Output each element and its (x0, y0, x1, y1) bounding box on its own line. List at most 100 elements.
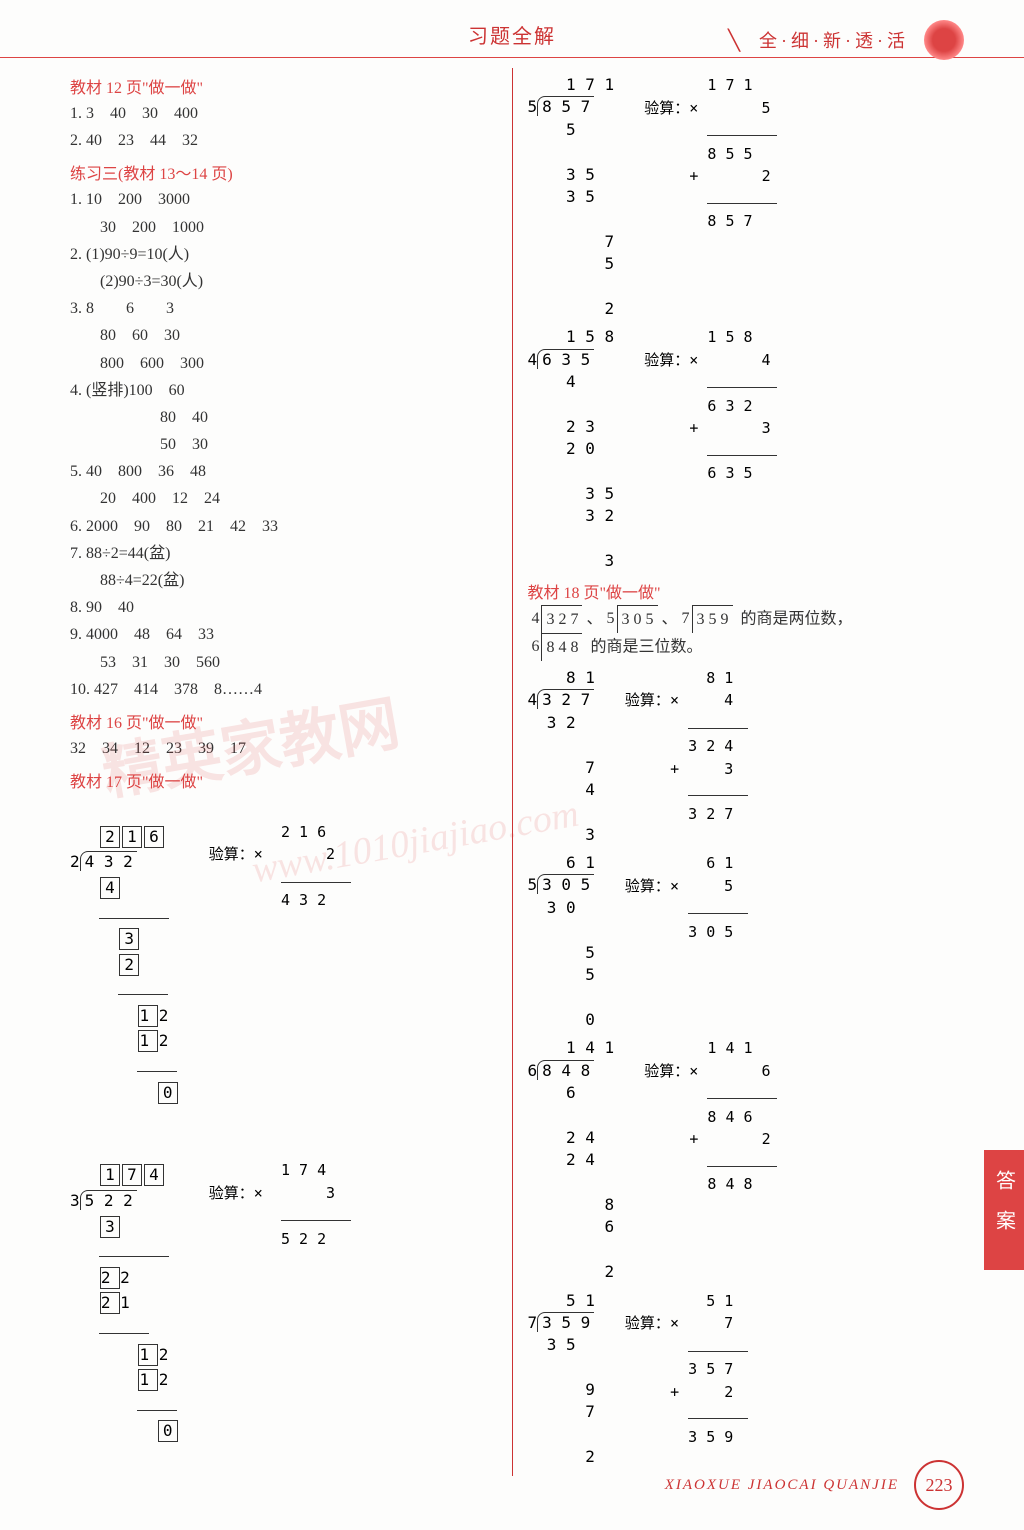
step: 4 (566, 372, 576, 391)
long-division-block: 8 1 43 2 7 3 2 7 4 3 8 1 验算：× 4 3 2 4 + … (527, 667, 954, 846)
verify-mult: × 5 (670, 877, 733, 895)
section-heading: 教材 18 页"做一做" (527, 579, 954, 603)
quotient: 1 5 8 (566, 327, 614, 346)
step: 4 (547, 780, 595, 799)
step-box: 2 (119, 954, 139, 976)
verify-label: 验算： (209, 1186, 254, 1202)
left-column: 教材 12 页"做一做" 1. 3 40 30 400 2. 40 23 44 … (60, 68, 507, 1476)
quotient-box: 2 (100, 826, 120, 848)
answer-line: (2)90÷3=30(人) (70, 268, 497, 295)
verify-label: 验算： (209, 847, 254, 863)
verification: 1 4 1 验算：× 6 8 4 6 + 2 8 4 8 (644, 1037, 777, 1196)
main-content: 教材 12 页"做一做" 1. 3 40 30 400 2. 40 23 44 … (0, 58, 1024, 1476)
step-box: 1 2 (138, 1369, 158, 1391)
verify-sum: 3 2 7 (688, 805, 733, 823)
verification: 1 7 4 验算：× 3 5 2 2 (209, 1137, 351, 1273)
dividend: 4 3 2 (80, 851, 137, 871)
verify-label: 验算： (625, 1316, 670, 1332)
section-heading: 练习三(教材 13～14 页) (70, 160, 497, 184)
footer-pinyin: XIAOXUE JIAOCAI QUANJIE (665, 1477, 899, 1494)
answer-line: 2. (1)90÷9=10(人) (70, 241, 497, 268)
header-right: ╲ 全·细·新·透·活 (728, 20, 964, 60)
sentence-tail: 的商是两位数， (737, 610, 853, 627)
verify-top: 1 7 4 (281, 1161, 326, 1179)
sentence-tail: 的商是三位数。 (586, 638, 702, 655)
verify-mult: × 4 (670, 691, 733, 709)
quotient-box: 1 (122, 826, 142, 848)
long-division: 5 1 73 5 9 3 5 9 7 2 (527, 1290, 594, 1469)
step-box: 3 (100, 1216, 120, 1238)
long-division-block: 174 35 2 2 3 2 2 2 1 1 2 1 2 0 1 7 4 验算：… (70, 1137, 497, 1470)
dividend: 5 2 2 (80, 1190, 137, 1210)
step: 3 0 (547, 898, 576, 917)
verify-result: 5 2 2 (281, 1230, 326, 1248)
divisor: 5 (527, 875, 537, 894)
divisor: 2 (70, 852, 80, 871)
verify-label: 验算： (625, 879, 670, 895)
sentence-line: 43 2 7、53 0 5、73 5 9 的商是两位数， (527, 605, 954, 633)
verify-prod: 8 5 5 (707, 145, 752, 163)
verify-mult: × 6 (689, 1062, 770, 1080)
answer-line: 1. 3 40 30 400 (70, 100, 497, 127)
step: 5 (566, 120, 576, 139)
long-division: 1 4 1 68 4 8 6 2 4 2 4 8 6 2 (527, 1037, 614, 1283)
long-division-block: 1 5 8 46 3 5 4 2 3 2 0 3 5 3 2 3 1 5 8 验… (527, 326, 954, 572)
long-division: 1 5 8 46 3 5 4 2 3 2 0 3 5 3 2 3 (527, 326, 614, 572)
answer-line: 6. 2000 90 80 21 42 33 (70, 513, 497, 540)
step-box: 1 2 (138, 1030, 158, 1052)
quotient-box: 4 (144, 1164, 164, 1186)
quotient-box: 1 (100, 1164, 120, 1186)
page-footer: XIAOXUE JIAOCAI QUANJIE 223 (665, 1460, 964, 1510)
book-logo-icon (924, 20, 964, 60)
step: 3 5 (566, 484, 614, 503)
dividend: 8 5 7 (537, 96, 594, 116)
divisor: 4 (527, 350, 537, 369)
step: 6 (566, 1217, 614, 1236)
verify-add: + 2 (689, 1130, 770, 1148)
verify-prod: 3 0 5 (688, 923, 733, 941)
step: 3 5 (547, 1335, 576, 1354)
verify-mult: × 7 (670, 1314, 733, 1332)
answer-line: 32 34 12 23 39 17 (70, 735, 497, 762)
long-division-block: 6 1 53 0 5 3 0 5 5 0 6 1 验算：× 5 3 0 5 (527, 852, 954, 1031)
right-column: 1 7 1 58 5 7 5 3 5 3 5 7 5 2 1 7 1 验算：× … (517, 68, 964, 1476)
step-box: 2 1 (100, 1292, 120, 1314)
step: 2 (566, 1262, 614, 1281)
step: 9 (547, 1380, 595, 1399)
dividend: 6 3 5 (537, 349, 594, 369)
answer-line: 2. 40 23 44 32 (70, 127, 497, 154)
long-division: 1 7 1 58 5 7 5 3 5 3 5 7 5 2 (527, 74, 614, 320)
verify-mult: × 4 (689, 351, 770, 369)
divisor: 7 (527, 1313, 537, 1332)
answer-line: 8. 90 40 (70, 594, 497, 621)
slash-icon: ╲ (728, 28, 740, 53)
verify-prod: 6 3 2 (707, 397, 752, 415)
step: 3 (566, 551, 614, 570)
verify-label: 验算： (644, 353, 689, 369)
section-heading: 教材 17 页"做一做" (70, 768, 497, 792)
inline-division: 68 4 8 (531, 633, 582, 661)
step-box: 1 2 (138, 1005, 158, 1027)
quotient: 1 7 1 (566, 75, 614, 94)
inline-division: 53 0 5 (607, 605, 658, 633)
divisor: 3 (70, 1191, 80, 1210)
step: 2 4 (566, 1128, 595, 1147)
sentence-line: 68 4 8 的商是三位数。 (527, 633, 954, 661)
page-header: 习题全解 ╲ 全·细·新·透·活 (0, 0, 1024, 58)
long-division: 8 1 43 2 7 3 2 7 4 3 (527, 667, 594, 846)
header-tagline: 全·细·新·透·活 (759, 27, 909, 53)
step: 3 2 (566, 506, 614, 525)
verification: 5 1 验算：× 7 3 5 7 + 2 3 5 9 (625, 1290, 748, 1449)
verification: 8 1 验算：× 4 3 2 4 + 3 3 2 7 (625, 667, 748, 826)
verify-prod: 3 5 7 (688, 1360, 733, 1378)
verify-sum: 6 3 5 (707, 464, 752, 482)
step: 2 0 (566, 439, 595, 458)
step: 3 5 (566, 187, 595, 206)
step: 2 (547, 1447, 595, 1466)
step-box: 1 2 (138, 1344, 158, 1366)
step: 7 (547, 758, 595, 777)
divisor: 4 (527, 690, 537, 709)
verification: 1 7 1 验算：× 5 8 5 5 + 2 8 5 7 (644, 74, 777, 233)
quotient: 8 1 (547, 668, 595, 687)
step: 7 (576, 232, 615, 251)
